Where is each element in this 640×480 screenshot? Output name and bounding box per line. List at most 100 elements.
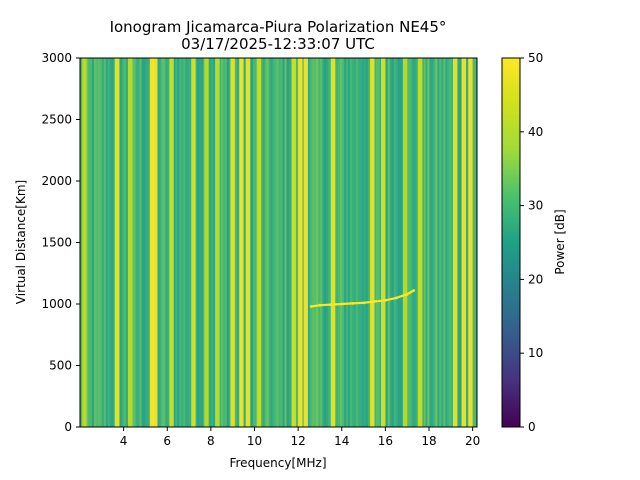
noise-column	[143, 58, 146, 427]
noise-column	[345, 58, 349, 427]
noise-column	[197, 58, 200, 427]
noise-column	[165, 58, 168, 427]
noise-column	[111, 58, 115, 427]
interference-band	[291, 58, 296, 427]
noise-column	[157, 58, 160, 427]
echo-trace-point	[362, 301, 365, 305]
noise-column	[107, 58, 111, 427]
noise-column	[397, 58, 400, 427]
colorbar-label: Power [dB]	[553, 209, 567, 274]
noise-column	[95, 58, 99, 427]
noise-column	[254, 58, 257, 427]
interference-bands	[82, 58, 473, 427]
noise-column	[441, 58, 444, 427]
noise-column	[353, 58, 357, 427]
x-tick-label: 4	[120, 434, 128, 448]
noise-column	[409, 58, 412, 427]
x-tick-label: 6	[163, 434, 171, 448]
noise-column	[276, 58, 279, 427]
noise-column	[385, 58, 388, 427]
noise-column	[234, 58, 238, 427]
interference-band	[127, 58, 133, 427]
noise-column	[465, 58, 468, 427]
noise-column	[201, 58, 204, 427]
interference-band	[149, 58, 155, 427]
colorbar-tick-label: 30	[528, 199, 543, 213]
noise-column	[459, 58, 462, 427]
noise-column	[411, 58, 414, 427]
heatmap-plot-area	[80, 58, 477, 427]
interference-band	[114, 58, 120, 427]
noise-column	[359, 58, 363, 427]
noise-column	[349, 58, 353, 427]
noise-column	[189, 58, 192, 427]
noise-column	[427, 58, 430, 427]
noise-column	[282, 58, 285, 427]
noise-column	[209, 58, 212, 427]
noise-column	[338, 58, 341, 427]
noise-column	[435, 58, 438, 427]
interference-band	[298, 58, 303, 427]
noise-column	[425, 58, 428, 427]
interference-band	[402, 58, 408, 427]
noise-column	[213, 58, 216, 427]
x-tick-label: 12	[290, 434, 305, 448]
noise-column	[85, 58, 89, 427]
noise-column	[103, 58, 107, 427]
noise-column	[423, 58, 426, 427]
noise-column	[195, 58, 198, 427]
echo-trace	[309, 289, 416, 308]
x-tick-label: 10	[247, 434, 262, 448]
x-tick-label: 18	[421, 434, 436, 448]
echo-trace-point	[351, 302, 355, 305]
noise-column	[357, 58, 361, 427]
noise-column	[310, 58, 313, 427]
noise-column	[290, 58, 293, 427]
x-axis-ticks: 4 6 8 10 12 14 16 18 20	[120, 427, 480, 448]
interference-band	[82, 58, 87, 427]
noise-column	[324, 58, 327, 427]
noise-column	[342, 58, 345, 427]
noise-column	[377, 58, 381, 427]
y-tick-label: 3000	[41, 51, 72, 65]
y-tick-label: 1500	[41, 236, 72, 250]
noise-column	[252, 58, 255, 427]
noise-column	[318, 58, 321, 427]
echo-trace-point	[412, 289, 416, 292]
echo-trace-point	[373, 300, 376, 303]
noise-column	[179, 58, 182, 427]
noise-column	[87, 58, 91, 427]
noise-column	[278, 58, 281, 427]
noise-column	[105, 58, 109, 427]
noise-column	[288, 58, 291, 427]
noise-column	[125, 58, 128, 427]
noise-column	[185, 58, 188, 427]
y-tick-label: 2000	[41, 174, 72, 188]
noise-column	[226, 58, 230, 427]
noise-column	[167, 58, 170, 427]
echo-trace-point	[309, 305, 313, 308]
colorbar	[501, 57, 521, 428]
x-axis-label: Frequency[MHz]	[229, 456, 326, 470]
colorbar-tick-label: 40	[528, 125, 543, 139]
noise-column	[316, 58, 319, 427]
noise-column	[473, 58, 476, 427]
interference-band	[418, 58, 423, 427]
noise-column	[89, 58, 93, 427]
noise-column	[266, 58, 269, 427]
x-tick-label: 14	[334, 434, 349, 448]
noise-column	[302, 58, 305, 427]
noise-column	[344, 58, 347, 427]
y-tick-label: 500	[49, 359, 72, 373]
noise-column	[391, 58, 394, 427]
noise-column	[373, 58, 377, 427]
noise-column	[322, 58, 325, 427]
noise-column	[443, 58, 446, 427]
interference-band	[215, 58, 220, 427]
noise-column	[375, 58, 379, 427]
noise-column	[274, 58, 277, 427]
noise-column	[365, 58, 369, 427]
noise-column	[123, 58, 126, 427]
interference-band	[370, 58, 375, 427]
colorbar-tick-label: 50	[528, 51, 543, 65]
